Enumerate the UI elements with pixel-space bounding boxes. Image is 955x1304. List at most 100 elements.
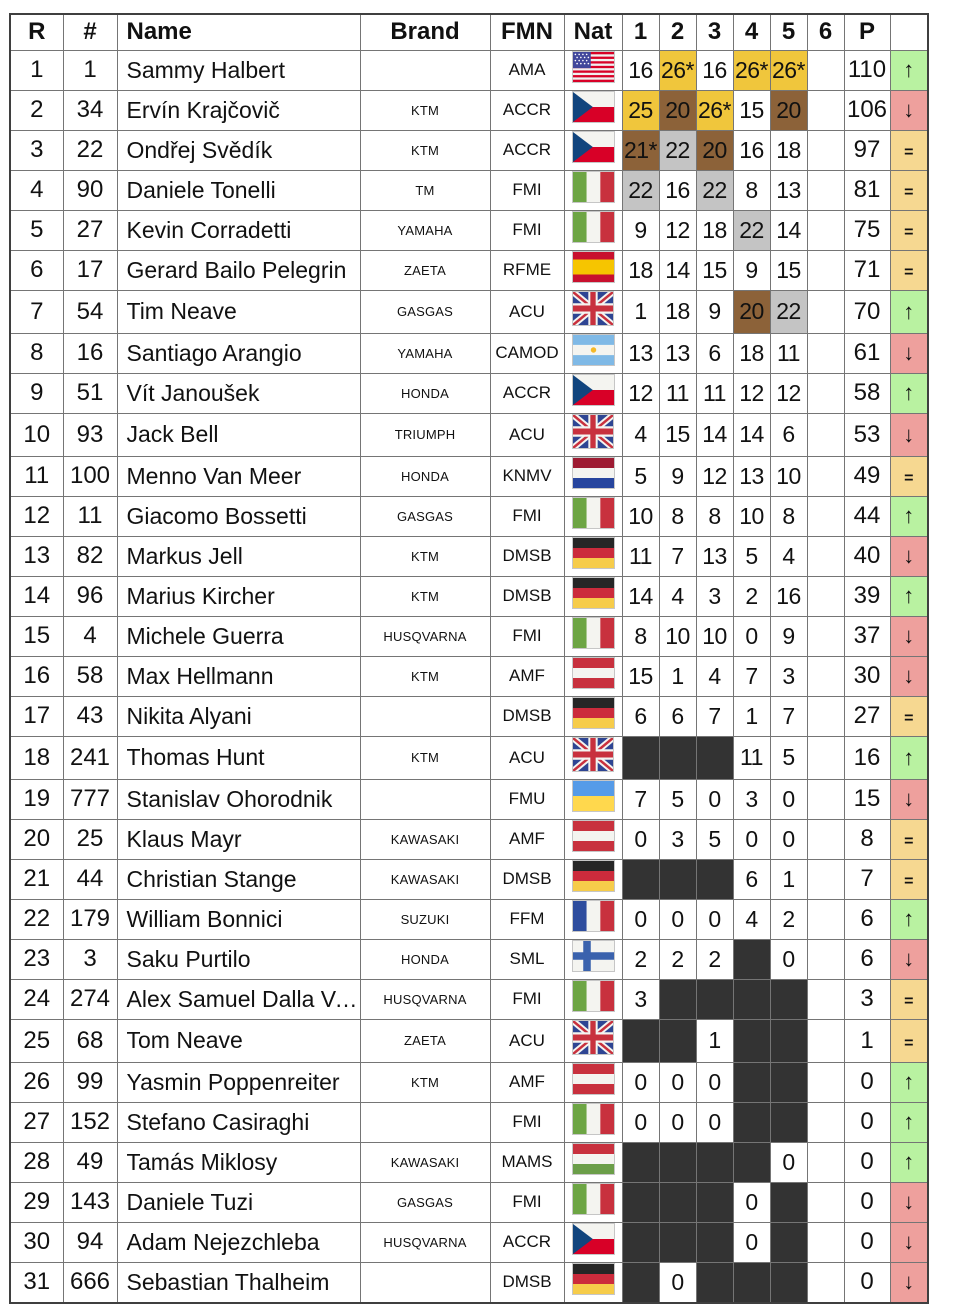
nat-cell <box>563 1141 623 1183</box>
nat-cell <box>563 169 623 211</box>
race-5-cell: 14 <box>769 209 808 251</box>
race-3-cell <box>695 1221 734 1263</box>
flag-cz-icon <box>571 91 615 123</box>
rank-cell: 13 <box>9 535 64 577</box>
race-6-cell <box>806 412 845 457</box>
name-cell: Tamás Miklosy <box>116 1141 361 1183</box>
race-4-cell: 16 <box>732 129 771 171</box>
race-6-cell <box>806 1181 845 1223</box>
col-header-race6: 6 <box>806 13 845 51</box>
points-cell: 1 <box>843 1018 891 1063</box>
race-6-cell <box>806 938 845 980</box>
nat-cell <box>563 575 623 617</box>
rank-cell: 28 <box>9 1141 64 1183</box>
flag-it-icon <box>571 1103 615 1135</box>
race-4-cell: 18 <box>732 332 771 374</box>
number-cell: 22 <box>62 129 118 171</box>
race-3-cell: 15 <box>695 249 734 291</box>
fmn-cell: MAMS <box>489 1141 565 1183</box>
race-3-cell: 12 <box>695 455 734 497</box>
trend-equal-icon: = <box>904 470 914 488</box>
number-cell: 1 <box>62 49 118 91</box>
race-2-cell <box>658 735 697 780</box>
race-6-cell <box>806 818 845 860</box>
trend-up-icon: ↑ <box>903 503 915 529</box>
rank-cell: 1 <box>9 49 64 91</box>
race-5-cell <box>769 1261 808 1304</box>
fmn-cell: FFM <box>489 898 565 940</box>
race-5-cell: 7 <box>769 695 808 737</box>
race-3-cell: 6 <box>695 332 734 374</box>
number-cell: 11 <box>62 495 118 537</box>
table-row: 23 3 Saku Purtilo HONDA SML 2 2 2 0 6 ↓ <box>9 938 929 980</box>
name-cell: Saku Purtilo <box>116 938 361 980</box>
points-cell: 37 <box>843 615 891 657</box>
race-6-cell <box>806 1261 845 1304</box>
race-2-cell: 12 <box>658 209 697 251</box>
flag-cz-icon <box>571 374 615 406</box>
points-cell: 0 <box>843 1221 891 1263</box>
fmn-cell: FMI <box>489 495 565 537</box>
name-cell: Vít Janoušek <box>116 372 361 414</box>
flag-ar-icon <box>571 334 615 366</box>
race-6-cell <box>806 332 845 374</box>
table-row: 31 666 Sebastian Thalheim DMSB 0 0 ↓ <box>9 1261 929 1304</box>
race-5-cell: 0 <box>769 778 808 820</box>
race-1-cell <box>621 1221 660 1263</box>
trend-up-icon: ↑ <box>903 298 915 324</box>
table-row: 13 82 Markus Jell KTM DMSB 11 7 13 5 4 40 ↓ <box>9 535 929 577</box>
nat-cell <box>563 249 623 291</box>
table-row: 6 17 Gerard Bailo Pelegrin ZAETA RFME 18 14 15 9… <box>9 249 929 291</box>
rank-cell: 8 <box>9 332 64 374</box>
race-1-cell: 5 <box>621 455 660 497</box>
brand-cell: GASGAS <box>359 1181 491 1223</box>
rank-cell: 7 <box>9 289 64 334</box>
race-1-cell: 16 <box>621 49 660 91</box>
fmn-cell: CAMOD <box>489 332 565 374</box>
race-5-cell: 12 <box>769 372 808 414</box>
race-3-cell: 11 <box>695 372 734 414</box>
table-row: 22 179 William Bonnici SUZUKI FFM 0 0 0 4 2 6 ↑ <box>9 898 929 940</box>
race-4-cell: 0 <box>732 615 771 657</box>
flag-ua-icon <box>571 780 615 812</box>
brand-cell <box>359 695 491 737</box>
table-row: 29 143 Daniele Tuzi GASGAS FMI 0 0 ↓ <box>9 1181 929 1223</box>
table-row: 7 54 Tim Neave GASGAS ACU 1 18 9 20 22 70 ↑ <box>9 289 929 334</box>
trend-down-icon: ↓ <box>903 623 915 649</box>
number-cell: 94 <box>62 1221 118 1263</box>
number-cell: 68 <box>62 1018 118 1063</box>
points-cell: 15 <box>843 778 891 820</box>
table-row: 2 34 Ervín Krajčovič KTM ACCR 25 20 26* 15 20 106 ↓ <box>9 89 929 131</box>
points-cell: 97 <box>843 129 891 171</box>
nat-cell <box>563 1181 623 1223</box>
table-row: 14 96 Marius Kircher KTM DMSB 14 4 3 2 16 39 ↑ <box>9 575 929 617</box>
race-5-cell: 15 <box>769 249 808 291</box>
fmn-cell: AMA <box>489 49 565 91</box>
race-2-cell: 3 <box>658 818 697 860</box>
points-cell: 110 <box>843 49 891 91</box>
race-2-cell: 0 <box>658 1101 697 1143</box>
number-cell: 179 <box>62 898 118 940</box>
trend-cell: = <box>889 858 929 900</box>
points-cell: 6 <box>843 898 891 940</box>
race-5-cell: 8 <box>769 495 808 537</box>
race-3-cell <box>695 735 734 780</box>
rank-cell: 20 <box>9 818 64 860</box>
race-6-cell <box>806 615 845 657</box>
rank-cell: 14 <box>9 575 64 617</box>
nat-cell <box>563 818 623 860</box>
fmn-cell: AMF <box>489 1061 565 1103</box>
flag-at-icon <box>571 820 615 852</box>
race-1-cell: 13 <box>621 332 660 374</box>
fmn-cell: ACCR <box>489 1221 565 1263</box>
col-header-fmn: FMN <box>489 13 565 51</box>
race-3-cell: 1 <box>695 1018 734 1063</box>
flag-gb-icon <box>572 1020 614 1055</box>
trend-cell: ↑ <box>889 495 929 537</box>
number-cell: 54 <box>62 289 118 334</box>
points-cell: 6 <box>843 938 891 980</box>
race-2-cell: 26* <box>658 49 697 91</box>
trend-cell: ↓ <box>889 655 929 697</box>
trend-cell: ↑ <box>889 1101 929 1143</box>
race-3-cell: 26* <box>695 89 734 131</box>
